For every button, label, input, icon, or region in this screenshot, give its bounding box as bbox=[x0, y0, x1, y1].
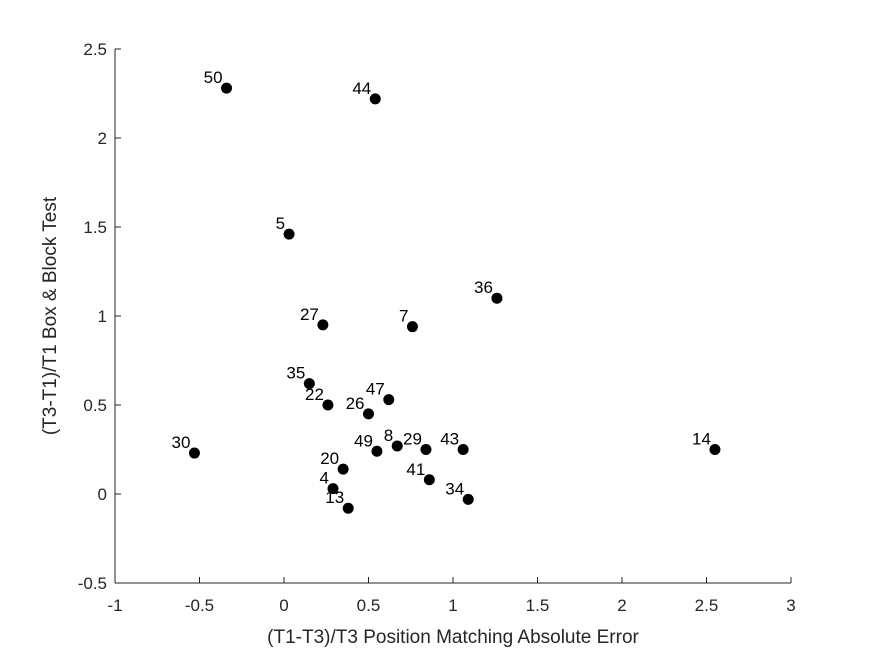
y-axis-label: (T3-T1)/T1 Box & Block Test bbox=[40, 196, 61, 435]
data-point-label: 41 bbox=[406, 460, 425, 479]
x-tick-label: 2.5 bbox=[695, 596, 719, 615]
data-point-label: 27 bbox=[300, 305, 319, 324]
data-points: 50 44 5 36 27 7 35 47 22 26 30 49 8 29 43 14 20 41 4 34 13 bbox=[172, 68, 721, 514]
y-tick-label: 1 bbox=[98, 307, 107, 326]
data-point bbox=[423, 474, 435, 486]
data-point bbox=[420, 444, 432, 455]
data-point bbox=[188, 447, 200, 459]
x-axis-label: (T1-T3)/T3 Position Matching Absolute Er… bbox=[267, 627, 639, 648]
x-tick-label: 1.5 bbox=[526, 596, 550, 615]
data-point bbox=[491, 292, 503, 304]
data-point bbox=[283, 228, 295, 240]
data-point bbox=[221, 82, 233, 94]
data-point bbox=[303, 378, 315, 390]
y-tick-label: 2 bbox=[98, 129, 107, 148]
data-point bbox=[391, 440, 403, 452]
data-point-label: 7 bbox=[399, 307, 408, 326]
data-point bbox=[322, 399, 334, 411]
data-point bbox=[363, 408, 374, 420]
data-point bbox=[462, 493, 474, 505]
data-point-label: 8 bbox=[384, 426, 393, 445]
x-tick-label: 0 bbox=[279, 596, 288, 615]
data-point-label: 49 bbox=[354, 431, 373, 450]
data-point bbox=[369, 93, 381, 105]
data-point-label: 26 bbox=[346, 394, 365, 413]
data-point-label: 35 bbox=[286, 364, 305, 383]
data-point bbox=[317, 319, 329, 331]
x-tick-label: -1 bbox=[107, 596, 122, 615]
data-point-label: 36 bbox=[474, 278, 493, 297]
x-tick-label: -0.5 bbox=[185, 596, 214, 615]
y-tick-label: 0.5 bbox=[83, 396, 107, 415]
data-point-label: 20 bbox=[320, 449, 339, 468]
tick-labels: -1 -0.5 0 0.5 1 1.5 2 2.5 3-0.500.511.522.5 bbox=[78, 40, 796, 615]
x-tick-label: 2 bbox=[617, 596, 626, 615]
data-point bbox=[406, 321, 418, 333]
data-point bbox=[383, 394, 395, 406]
data-point bbox=[337, 463, 349, 475]
y-tick-label: 1.5 bbox=[83, 218, 107, 237]
data-point-label: 13 bbox=[325, 488, 344, 507]
data-point bbox=[457, 444, 469, 455]
data-point-label: 44 bbox=[352, 79, 371, 98]
axes bbox=[114, 48, 792, 584]
data-point bbox=[327, 483, 339, 495]
data-point-label: 14 bbox=[692, 430, 711, 449]
data-point-label: 5 bbox=[276, 214, 285, 233]
y-tick-label: -0.5 bbox=[78, 574, 107, 593]
x-tick-label: 3 bbox=[786, 596, 795, 615]
x-tick-label: 1 bbox=[448, 596, 457, 615]
data-point-label: 30 bbox=[172, 433, 191, 452]
data-point-label: 4 bbox=[320, 469, 329, 488]
y-tick-label: 2.5 bbox=[83, 40, 107, 59]
data-point-label: 50 bbox=[204, 68, 223, 87]
x-tick-label: 0.5 bbox=[357, 596, 381, 615]
data-point-label: 29 bbox=[403, 430, 422, 449]
data-point bbox=[371, 445, 383, 457]
data-point-label: 34 bbox=[445, 479, 464, 498]
data-point bbox=[342, 502, 354, 514]
y-tick-label: 0 bbox=[98, 485, 107, 504]
data-point-label: 43 bbox=[440, 430, 459, 449]
data-point bbox=[709, 444, 721, 455]
data-point-label: 22 bbox=[305, 385, 324, 404]
data-point-label: 47 bbox=[366, 380, 385, 399]
